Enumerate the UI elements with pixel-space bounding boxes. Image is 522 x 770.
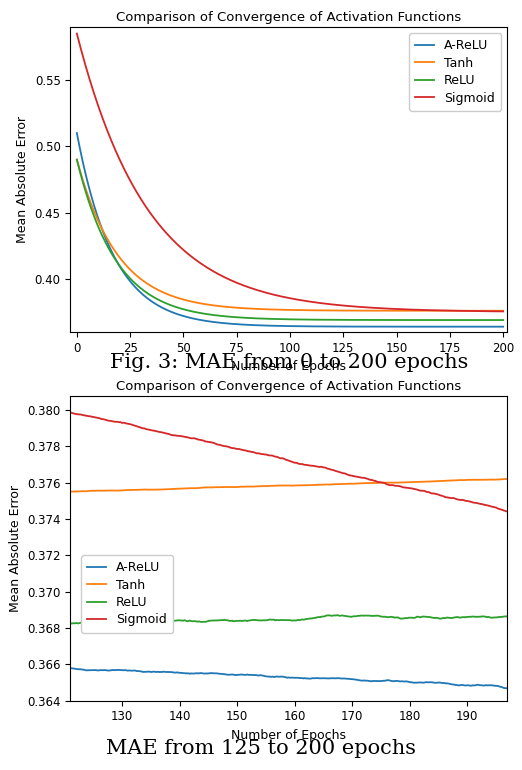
Tanh — [149, 282, 156, 291]
Title: Comparison of Convergence of Activation Functions: Comparison of Convergence of Activation … — [116, 380, 461, 393]
Tanh — [183, 296, 189, 305]
Tanh — [62, 487, 68, 497]
ReLU — [359, 316, 365, 325]
ReLU — [335, 611, 341, 620]
A-ReLU — [149, 297, 156, 306]
Sigmoid — [500, 306, 506, 316]
Tanh — [494, 475, 501, 484]
ReLU — [395, 316, 401, 325]
Line: Sigmoid: Sigmoid — [77, 34, 503, 311]
A-ReLU — [500, 322, 506, 331]
Tanh — [326, 480, 332, 489]
A-ReLU — [183, 313, 189, 322]
A-ReLU — [504, 684, 511, 693]
Line: Tanh: Tanh — [65, 479, 507, 492]
Sigmoid — [325, 300, 331, 309]
Sigmoid — [272, 452, 278, 461]
Sigmoid — [359, 303, 365, 312]
Tanh — [425, 477, 432, 486]
Tanh — [74, 155, 80, 164]
ReLU — [183, 306, 189, 315]
Tanh — [325, 306, 331, 315]
Tanh — [302, 480, 309, 490]
Legend: A-ReLU, Tanh, ReLU, Sigmoid: A-ReLU, Tanh, ReLU, Sigmoid — [81, 555, 173, 633]
ReLU — [494, 612, 501, 621]
A-ReLU — [325, 322, 331, 331]
Line: ReLU: ReLU — [65, 615, 507, 624]
A-ReLU — [62, 663, 68, 672]
A-ReLU — [424, 678, 431, 687]
A-ReLU — [325, 674, 331, 683]
ReLU — [325, 611, 331, 620]
Tanh — [359, 306, 365, 315]
ReLU — [149, 292, 156, 301]
A-ReLU — [301, 674, 307, 683]
ReLU — [504, 611, 511, 621]
Title: Comparison of Convergence of Activation Functions: Comparison of Convergence of Activation … — [116, 12, 461, 25]
A-ReLU — [275, 672, 281, 681]
Sigmoid — [62, 407, 68, 416]
Sigmoid — [424, 487, 431, 497]
Sigmoid — [149, 211, 156, 220]
Sigmoid — [325, 464, 331, 474]
X-axis label: Number of Epochs: Number of Epochs — [231, 729, 347, 742]
Sigmoid — [504, 507, 511, 516]
Sigmoid — [267, 289, 273, 298]
Line: Tanh: Tanh — [77, 159, 503, 311]
ReLU — [272, 616, 278, 625]
ReLU — [267, 314, 273, 323]
ReLU — [301, 615, 307, 624]
ReLU — [425, 612, 432, 621]
A-ReLU — [359, 322, 365, 331]
A-ReLU — [494, 681, 500, 691]
Tanh — [267, 305, 273, 314]
ReLU — [325, 315, 331, 324]
A-ReLU — [267, 321, 273, 330]
Legend: A-ReLU, Tanh, ReLU, Sigmoid: A-ReLU, Tanh, ReLU, Sigmoid — [409, 33, 501, 111]
Sigmoid — [494, 504, 500, 513]
Tanh — [395, 306, 401, 316]
Sigmoid — [74, 29, 80, 38]
ReLU — [62, 620, 68, 629]
Line: A-ReLU: A-ReLU — [65, 668, 507, 688]
ReLU — [500, 316, 506, 325]
Sigmoid — [183, 248, 189, 257]
Sigmoid — [395, 304, 401, 313]
Line: A-ReLU: A-ReLU — [77, 133, 503, 326]
ReLU — [275, 615, 281, 624]
Tanh — [272, 481, 279, 490]
A-ReLU — [74, 129, 80, 138]
Sigmoid — [301, 460, 307, 470]
Tanh — [276, 481, 282, 490]
Line: Sigmoid: Sigmoid — [65, 411, 507, 511]
X-axis label: Number of Epochs: Number of Epochs — [231, 360, 347, 373]
Tanh — [504, 474, 511, 484]
Sigmoid — [275, 453, 281, 462]
ReLU — [74, 155, 80, 164]
A-ReLU — [395, 322, 401, 331]
Y-axis label: Mean Absolute Error: Mean Absolute Error — [9, 484, 22, 611]
A-ReLU — [272, 672, 278, 681]
Text: MAE from 125 to 200 epochs: MAE from 125 to 200 epochs — [106, 739, 416, 758]
Tanh — [500, 306, 506, 316]
Line: ReLU: ReLU — [77, 159, 503, 320]
Tanh — [66, 487, 72, 497]
Y-axis label: Mean Absolute Error: Mean Absolute Error — [16, 116, 29, 243]
Text: Fig. 3: MAE from 0 to 200 epochs: Fig. 3: MAE from 0 to 200 epochs — [110, 353, 468, 372]
